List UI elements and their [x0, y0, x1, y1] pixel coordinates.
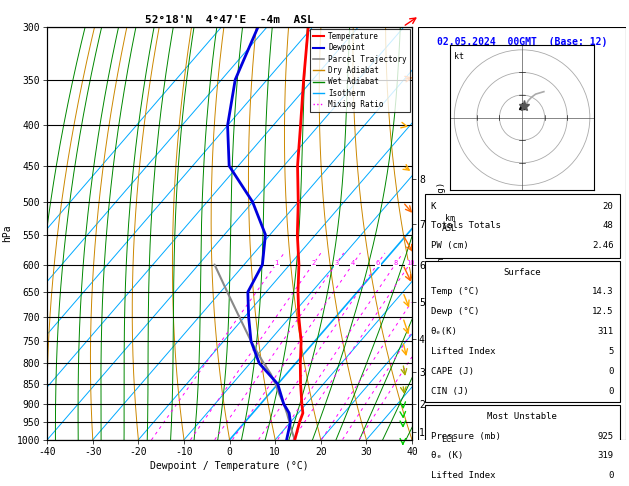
Text: Dewp (°C): Dewp (°C) [431, 307, 479, 316]
Text: 12.5: 12.5 [592, 307, 613, 316]
Text: 2: 2 [311, 260, 316, 266]
Text: 8: 8 [394, 260, 398, 266]
Text: Pressure (mb): Pressure (mb) [431, 432, 501, 441]
Text: 20: 20 [603, 202, 613, 210]
Text: 0: 0 [608, 386, 613, 396]
Text: 6: 6 [376, 260, 380, 266]
Text: 14.3: 14.3 [592, 287, 613, 296]
Text: 1: 1 [275, 260, 279, 266]
Legend: Temperature, Dewpoint, Parcel Trajectory, Dry Adiabat, Wet Adiabat, Isotherm, Mi: Temperature, Dewpoint, Parcel Trajectory… [309, 29, 409, 112]
X-axis label: Dewpoint / Temperature (°C): Dewpoint / Temperature (°C) [150, 461, 309, 471]
Text: θₑ (K): θₑ (K) [431, 451, 463, 460]
Text: Totals Totals: Totals Totals [431, 221, 501, 230]
Text: K: K [431, 202, 436, 210]
Text: θₑ(K): θₑ(K) [431, 327, 458, 336]
Text: PW (cm): PW (cm) [431, 241, 469, 250]
Text: LCL: LCL [441, 435, 456, 444]
Y-axis label: hPa: hPa [3, 225, 13, 242]
Text: 10: 10 [406, 260, 415, 266]
Text: Lifted Index: Lifted Index [431, 347, 495, 356]
Text: 4: 4 [351, 260, 355, 266]
Text: 311: 311 [598, 327, 613, 336]
Text: Mixing Ratio (g/kg): Mixing Ratio (g/kg) [437, 182, 446, 284]
Bar [425, 405, 620, 486]
Text: Lifted Index: Lifted Index [431, 471, 495, 480]
Text: 0: 0 [608, 367, 613, 376]
Text: kt: kt [454, 52, 464, 61]
Bar [425, 194, 620, 258]
Text: CIN (J): CIN (J) [431, 386, 469, 396]
Y-axis label: km
ASL: km ASL [442, 214, 457, 233]
Text: 0: 0 [608, 471, 613, 480]
Text: 02.05.2024  00GMT  (Base: 12): 02.05.2024 00GMT (Base: 12) [437, 37, 607, 47]
Title: 52°18'N  4°47'E  -4m  ASL: 52°18'N 4°47'E -4m ASL [145, 15, 314, 25]
Text: 5: 5 [608, 347, 613, 356]
Text: Most Unstable: Most Unstable [487, 412, 557, 421]
Text: Temp (°C): Temp (°C) [431, 287, 479, 296]
Bar [425, 261, 620, 402]
Text: Surface: Surface [503, 268, 541, 277]
Text: CAPE (J): CAPE (J) [431, 367, 474, 376]
Text: 925: 925 [598, 432, 613, 441]
Text: © weatheronline.co.uk: © weatheronline.co.uk [474, 429, 571, 438]
Text: 3: 3 [335, 260, 338, 266]
Text: 319: 319 [598, 451, 613, 460]
Text: 48: 48 [603, 221, 613, 230]
Text: 2.46: 2.46 [592, 241, 613, 250]
